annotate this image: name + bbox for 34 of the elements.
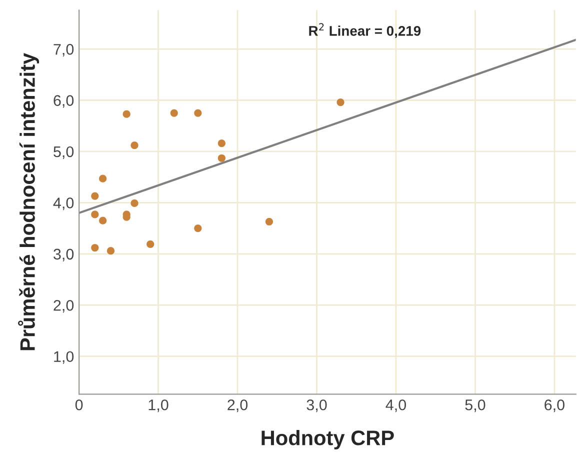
point — [91, 192, 99, 200]
point — [194, 109, 202, 117]
y-tick-label: 3,0 — [54, 248, 74, 262]
point — [91, 244, 99, 252]
x-tick-label: 0 — [75, 399, 83, 410]
point — [99, 216, 107, 224]
point — [218, 154, 226, 162]
point — [146, 240, 154, 248]
x-tick-label: 4,0 — [386, 399, 406, 412]
y-axis-title: Průměrné hodnocení intenzity — [18, 52, 40, 350]
y-tick-label: 4,0 — [53, 198, 74, 210]
y-tick-label: 5,0 — [54, 146, 74, 159]
x-axis-title: Hodnoty CRP — [262, 430, 394, 450]
y-tick-label: 1,0 — [54, 351, 74, 364]
y-tick-label: 2,0 — [54, 300, 74, 313]
y-tick-label: 6,0 — [54, 95, 74, 108]
point — [218, 139, 226, 148]
point — [336, 98, 344, 106]
point — [265, 218, 274, 226]
point — [130, 199, 138, 207]
point — [106, 247, 115, 255]
x-tick-label: 6,0 — [544, 399, 564, 412]
annotation: R$^{2}$ Linear = 0,219 — [309, 23, 421, 38]
point — [91, 210, 99, 218]
x-tick-label: 2,0 — [228, 399, 248, 412]
point — [99, 174, 107, 182]
point — [130, 142, 138, 150]
point — [122, 110, 130, 118]
x-tick-label: 5,0 — [465, 399, 486, 412]
x-tick-label: 1,0 — [148, 399, 168, 412]
point — [170, 109, 178, 117]
y-tick-label: 7,0 — [54, 44, 74, 57]
x-tick-label: 3,0 — [306, 399, 327, 412]
point — [194, 224, 202, 232]
